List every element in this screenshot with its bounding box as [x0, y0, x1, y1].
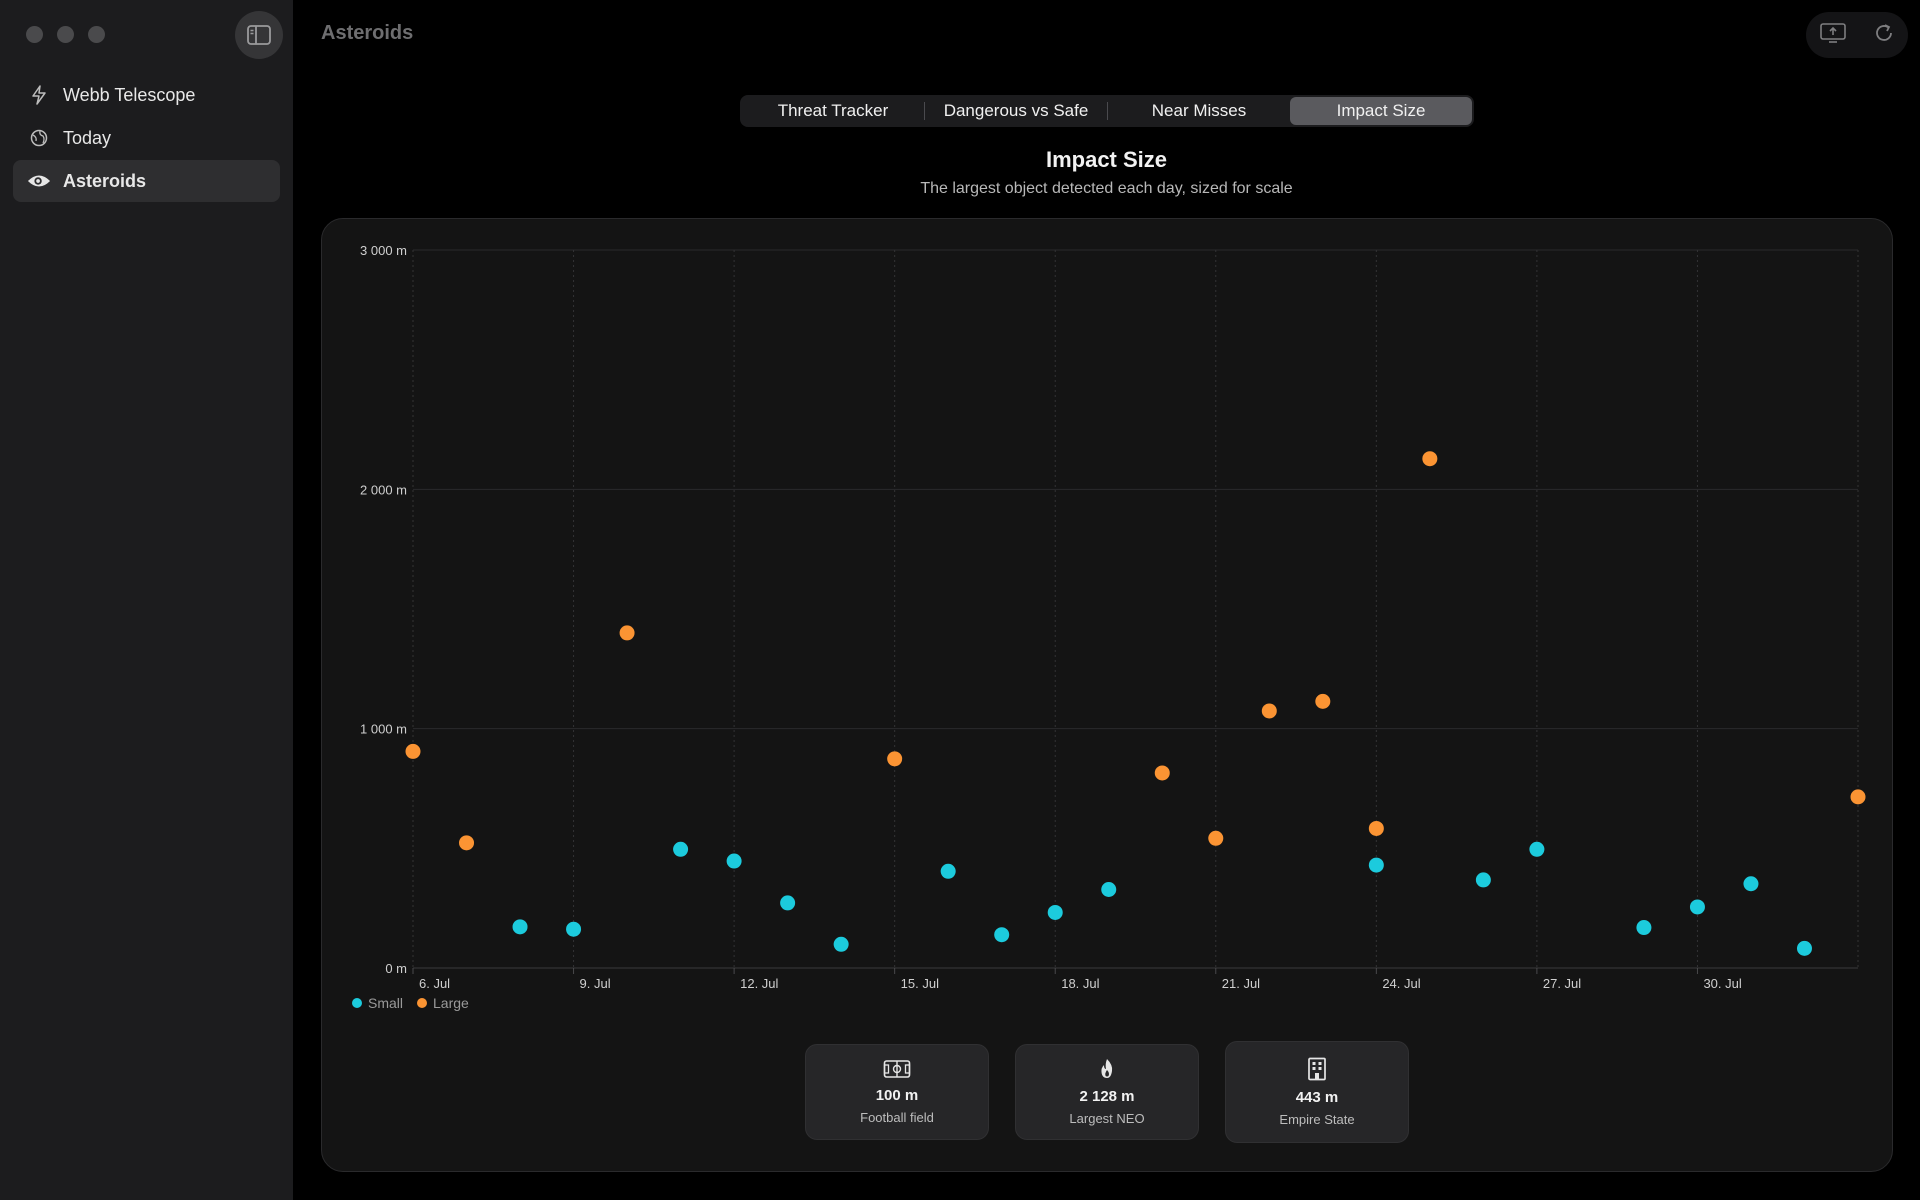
- legend-swatch-small: [352, 998, 362, 1008]
- bolt-icon: [27, 83, 51, 107]
- main-content: Asteroids Threat Tracker Dangerous vs Sa…: [293, 0, 1920, 1200]
- scatter-chart: 0 m 1 000 m 2 000 m 3 000 m 6. Jul 9. Jul 12. …: [360, 243, 1866, 991]
- x-tick-label: 9. Jul: [580, 976, 611, 991]
- tab-divider: [1107, 102, 1108, 120]
- stat-label: Football field: [860, 1110, 934, 1125]
- chart-card: 0 m 1 000 m 2 000 m 3 000 m 6. Jul 9. Jul 12. …: [321, 218, 1893, 1172]
- stat-label: Largest NEO: [1069, 1111, 1145, 1126]
- point-large: [1422, 451, 1438, 467]
- point-small: [994, 927, 1010, 943]
- x-tick-label: 24. Jul: [1382, 976, 1420, 991]
- stat-value: 100 m: [875, 1087, 919, 1104]
- flame-icon: [1101, 1059, 1113, 1078]
- point-large: [459, 835, 475, 851]
- x-tick-label: 18. Jul: [1061, 976, 1099, 991]
- stat-card-empire-state: 443 m Empire State: [1225, 1041, 1409, 1143]
- sidebar: Webb Telescope Today Asteroids: [0, 0, 293, 1200]
- sidebar-item-asteroids[interactable]: Asteroids: [13, 160, 280, 202]
- screen-share-icon: [1820, 22, 1846, 43]
- chart-title: Impact Size: [1045, 147, 1168, 172]
- chart-subtitle: The largest object detected each day, si…: [920, 180, 1293, 197]
- x-tick-label: 21. Jul: [1222, 976, 1260, 991]
- point-large: [405, 743, 421, 759]
- point-small: [780, 895, 796, 911]
- x-tick-label: 6. Jul: [419, 976, 450, 991]
- football-field-icon: [883, 1060, 911, 1078]
- y-tick-label: 0 m: [385, 961, 407, 976]
- y-tick-label: 2 000 m: [360, 482, 407, 497]
- point-large: [1850, 789, 1866, 805]
- sidebar-icon: [247, 25, 271, 45]
- chart-legend: Small Large: [352, 995, 469, 1011]
- sidebar-item-label: Asteroids: [63, 170, 147, 191]
- point-small: [566, 921, 582, 937]
- zoom-window-button[interactable]: [88, 26, 105, 43]
- tab-impact-size[interactable]: Impact Size: [1290, 97, 1472, 125]
- screen-share-button[interactable]: [1819, 22, 1847, 49]
- point-large: [619, 625, 635, 641]
- stat-value: 2 128 m: [1079, 1088, 1135, 1105]
- point-large: [1261, 703, 1277, 719]
- x-tick-label: 27. Jul: [1543, 976, 1581, 991]
- tab-divider: [924, 102, 925, 120]
- point-small: [1743, 876, 1759, 892]
- point-small: [1368, 857, 1384, 873]
- point-large: [1154, 765, 1170, 781]
- eye-icon: [27, 169, 51, 193]
- stat-value: 443 m: [1295, 1089, 1339, 1106]
- point-small: [673, 841, 689, 857]
- legend-label: Small: [368, 995, 404, 1011]
- x-tick-label: 15. Jul: [901, 976, 939, 991]
- building-icon: [1308, 1057, 1326, 1081]
- sidebar-item-today[interactable]: Today: [13, 117, 280, 159]
- y-tick-label: 1 000 m: [360, 722, 407, 737]
- scale-references: 100 m Football field 2 128 m Largest NEO: [322, 1041, 1892, 1143]
- legend-item-small: Small: [352, 995, 403, 1011]
- point-large: [1368, 820, 1384, 836]
- y-tick-label: 3 000 m: [360, 243, 407, 258]
- tab-threat-tracker[interactable]: Threat Tracker: [777, 101, 889, 120]
- stat-label: Empire State: [1279, 1112, 1355, 1127]
- point-large: [887, 751, 903, 767]
- point-small: [833, 936, 849, 952]
- window-controls: [26, 26, 105, 43]
- point-small: [1101, 881, 1117, 897]
- point-large: [1208, 830, 1224, 846]
- point-small: [726, 853, 742, 869]
- sidebar-toggle-button[interactable]: [235, 11, 283, 59]
- point-small: [1689, 899, 1705, 915]
- minimize-window-button[interactable]: [57, 26, 74, 43]
- point-small: [1475, 872, 1491, 888]
- legend-swatch-large: [417, 998, 428, 1008]
- stat-card-largest-neo: 2 128 m Largest NEO: [1015, 1044, 1199, 1140]
- point-large: [1315, 693, 1331, 709]
- point-small: [1796, 940, 1812, 956]
- globe-icon: [27, 126, 51, 150]
- toolbar-group: [1806, 12, 1908, 58]
- sidebar-item-label: Today: [63, 127, 112, 148]
- close-window-button[interactable]: [26, 26, 43, 43]
- point-small: [1529, 841, 1545, 857]
- point-small: [1047, 904, 1063, 920]
- view-tabs: Threat Tracker Dangerous vs Safe Near Mi…: [740, 95, 1474, 127]
- x-tick-label: 30. Jul: [1703, 976, 1741, 991]
- sidebar-nav: Webb Telescope Today Asteroids: [13, 74, 280, 203]
- legend-item-large: Large: [417, 995, 469, 1011]
- tab-near-misses[interactable]: Near Misses: [1151, 101, 1247, 120]
- sidebar-item-webb-telescope[interactable]: Webb Telescope: [13, 74, 280, 116]
- refresh-button[interactable]: [1873, 22, 1895, 49]
- stat-card-football-field: 100 m Football field: [805, 1044, 989, 1140]
- refresh-icon: [1876, 23, 1892, 41]
- point-small: [512, 919, 528, 935]
- window-title: Asteroids: [321, 22, 414, 44]
- tab-dangerous-vs-safe[interactable]: Dangerous vs Safe: [943, 101, 1089, 120]
- point-small: [1636, 920, 1652, 936]
- legend-label: Large: [433, 995, 469, 1011]
- sidebar-item-label: Webb Telescope: [63, 84, 196, 105]
- point-small: [940, 863, 956, 879]
- x-tick-label: 12. Jul: [740, 976, 778, 991]
